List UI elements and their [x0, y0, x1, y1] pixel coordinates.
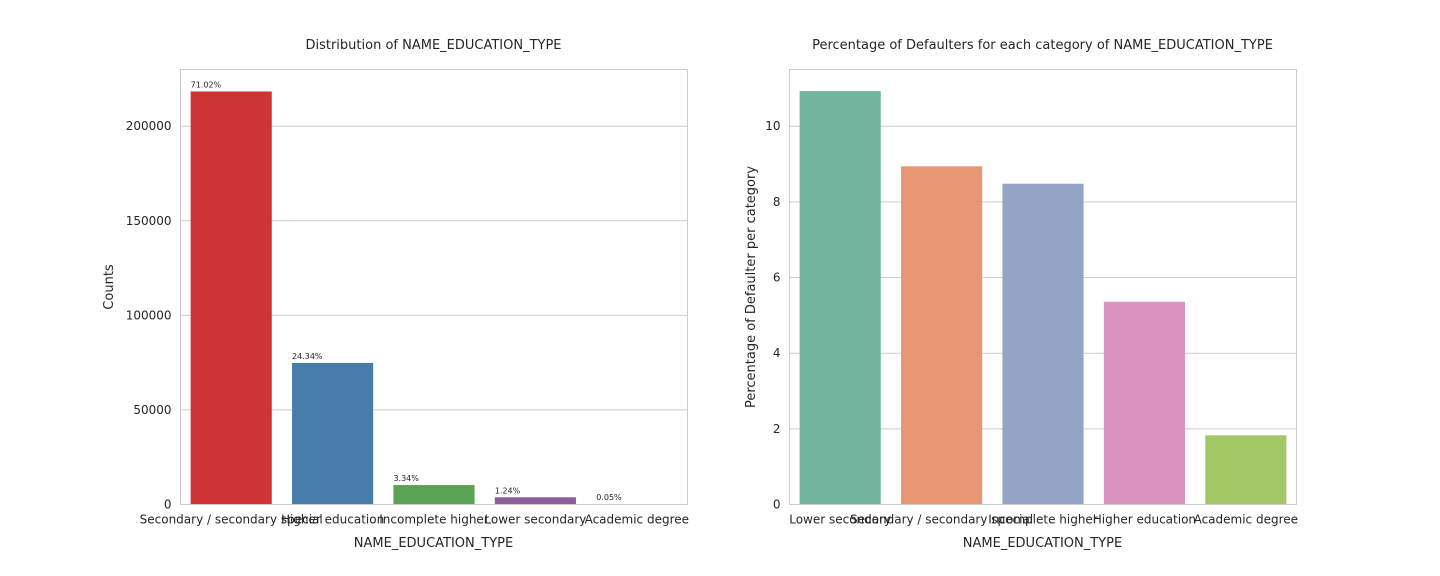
x-tick-label: Academic degree: [585, 513, 689, 527]
bar: [1103, 301, 1185, 505]
bars: [799, 91, 1287, 505]
y-tick-label: 2: [773, 422, 781, 436]
bar: [393, 485, 475, 505]
bar: [1002, 183, 1084, 505]
bar-value-label: 0.05%: [596, 493, 622, 502]
bar: [494, 497, 576, 505]
chart-distribution: 71.02% 24.34% 3.34% 1.24% 0.05% 0 50000 100000…: [102, 38, 689, 551]
y-tick-label: 8: [773, 195, 781, 209]
x-tick-label: Lower secondary: [484, 513, 586, 527]
x-tick-label: Incomplete higher: [988, 513, 1098, 527]
x-tick-label: Higher education: [1093, 513, 1196, 527]
chart-title: Distribution of NAME_EDUCATION_TYPE: [305, 38, 561, 53]
bar: [901, 166, 983, 505]
bars: [190, 91, 678, 505]
y-tick-labels: 0 2 4 6 8 10: [765, 119, 780, 511]
y-axis-label: Percentage of Defaulter per category: [744, 166, 759, 408]
chart-title: Percentage of Defaulters for each catego…: [812, 38, 1273, 53]
y-tick-label: 150000: [126, 214, 172, 228]
bar: [1205, 435, 1287, 505]
y-axis-label: Counts: [102, 264, 117, 310]
x-tick-label: Secondary / secondary special: [850, 513, 1033, 527]
bar: [292, 362, 374, 505]
y-tick-label: 4: [773, 346, 781, 360]
y-tick-label: 0: [773, 498, 781, 512]
x-tick-label: Secondary / secondary special: [140, 513, 323, 527]
bar-value-label: 1.24%: [495, 486, 521, 495]
y-tick-label: 200000: [126, 119, 172, 133]
bar-value-label: 71.02%: [191, 80, 222, 89]
y-tick-label: 6: [773, 271, 781, 285]
bar-labels: 71.02% 24.34% 3.34% 1.24% 0.05%: [191, 80, 622, 502]
x-tick-label: Academic degree: [1194, 513, 1298, 527]
x-axis-label: NAME_EDUCATION_TYPE: [963, 536, 1122, 551]
x-tick-label: Higher education: [281, 513, 384, 527]
y-tick-label: 10: [765, 119, 780, 133]
y-tick-label: 0: [164, 498, 172, 512]
y-tick-label: 100000: [126, 308, 172, 322]
bar: [190, 91, 272, 505]
plot-frame: [180, 69, 688, 505]
x-axis-label: NAME_EDUCATION_TYPE: [354, 536, 513, 551]
y-tick-label: 50000: [133, 403, 171, 417]
bar: [799, 91, 881, 505]
bar-value-label: 24.34%: [292, 352, 323, 361]
y-tick-labels: 0 50000 100000 150000 200000: [126, 119, 172, 511]
x-tick-label: Incomplete higher: [379, 513, 489, 527]
x-tick-label: Lower secondary: [789, 513, 891, 527]
plot-frame: [789, 69, 1297, 505]
bar-value-label: 3.34%: [393, 474, 419, 483]
